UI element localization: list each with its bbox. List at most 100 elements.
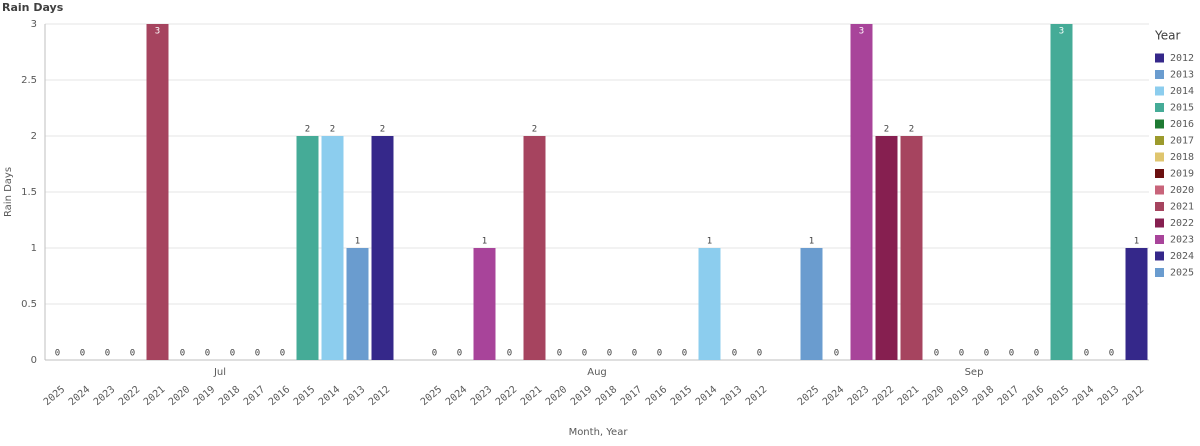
value-label: 1: [355, 237, 360, 247]
x-tick-label: 2021: [519, 384, 545, 408]
value-label: 0: [432, 349, 437, 359]
legend-swatch: [1155, 169, 1164, 178]
y-tick-label: 1.5: [21, 187, 37, 198]
legend-swatch: [1155, 119, 1164, 129]
legend-label: 2016: [1170, 119, 1194, 130]
value-label: 3: [155, 27, 160, 37]
legend-label: 2023: [1170, 235, 1194, 246]
x-tick-label: 2022: [871, 384, 897, 408]
legend-swatch: [1155, 235, 1164, 244]
y-tick-label: 3: [31, 19, 37, 30]
legend-label: 2019: [1170, 169, 1194, 180]
value-label: 0: [1009, 349, 1014, 359]
x-tick-label: 2017: [996, 384, 1022, 408]
x-tick-label: 2012: [1121, 384, 1147, 408]
y-tick-label: 0: [31, 355, 37, 366]
legend-label: 2014: [1170, 86, 1194, 97]
legend-swatch: [1155, 251, 1164, 261]
bar: [850, 24, 873, 360]
value-label: 0: [632, 349, 637, 359]
bar: [346, 248, 369, 360]
value-label: 0: [582, 349, 587, 359]
x-tick-label: 2020: [544, 384, 570, 408]
x-tick-label: 2022: [494, 384, 520, 408]
x-tick-label: 2018: [594, 384, 620, 408]
legend-swatch: [1155, 268, 1164, 277]
legend-swatch: [1155, 103, 1164, 112]
x-tick-label: 2019: [569, 384, 595, 408]
value-label: 0: [557, 349, 562, 359]
value-label: 2: [330, 125, 335, 135]
x-tick-label: 2022: [117, 384, 143, 408]
value-label: 3: [859, 27, 864, 37]
x-tick-label: 2021: [142, 384, 168, 408]
legend-label: 2022: [1170, 218, 1194, 229]
x-tick-label: 2023: [846, 384, 872, 408]
bar: [146, 24, 169, 360]
value-label: 0: [757, 349, 762, 359]
value-label: 2: [305, 125, 310, 135]
bar: [698, 248, 721, 360]
x-tick-label: 2014: [1071, 384, 1097, 408]
x-tick-label: 2020: [921, 384, 947, 408]
x-tick-label: 2023: [469, 384, 495, 408]
y-tick-label: 2.5: [21, 75, 37, 86]
legend-swatch: [1155, 53, 1164, 63]
value-label: 0: [105, 349, 110, 359]
x-axis-title: Month, Year: [569, 427, 629, 438]
x-tick-label: 2025: [796, 384, 822, 408]
value-label: 0: [934, 349, 939, 359]
y-axis-title: Rain Days: [3, 167, 14, 217]
x-tick-label: 2014: [317, 384, 343, 408]
x-tick-label: 2012: [744, 384, 770, 408]
value-label: 0: [834, 349, 839, 359]
value-label: 3: [1059, 27, 1064, 37]
legend-swatch: [1155, 185, 1164, 195]
x-tick-label: 2016: [267, 384, 293, 408]
legend-swatch: [1155, 218, 1164, 228]
legend-label: 2024: [1170, 251, 1194, 262]
bar: [1050, 24, 1073, 360]
bar: [473, 248, 496, 360]
x-tick-label: 2024: [444, 384, 470, 408]
bar: [900, 136, 923, 360]
y-tick-label: 2: [31, 131, 37, 142]
x-tick-label: 2012: [367, 384, 393, 408]
legend-label: 2018: [1170, 152, 1194, 163]
value-label: 0: [507, 349, 512, 359]
x-tick-label: 2013: [342, 384, 368, 408]
legend-title: Year: [1154, 29, 1180, 43]
value-label: 2: [380, 125, 385, 135]
value-label: 2: [909, 125, 914, 135]
legend-label: 2012: [1170, 53, 1194, 64]
legend-label: 2021: [1170, 202, 1194, 213]
legend-swatch: [1155, 86, 1164, 96]
month-label: Aug: [587, 367, 607, 378]
legend-label: 2020: [1170, 185, 1194, 196]
value-label: 0: [657, 349, 662, 359]
value-label: 0: [230, 349, 235, 359]
x-tick-label: 2020: [167, 384, 193, 408]
x-tick-label: 2013: [719, 384, 745, 408]
legend-swatch: [1155, 152, 1164, 162]
x-tick-label: 2024: [821, 384, 847, 408]
value-label: 1: [482, 237, 487, 247]
bar: [800, 248, 823, 360]
bar: [1125, 248, 1148, 360]
value-label: 0: [205, 349, 210, 359]
value-label: 0: [959, 349, 964, 359]
x-tick-label: 2021: [896, 384, 922, 408]
bar: [321, 136, 344, 360]
x-tick-label: 2017: [619, 384, 645, 408]
value-label: 0: [984, 349, 989, 359]
value-label: 2: [532, 125, 537, 135]
value-label: 0: [732, 349, 737, 359]
x-tick-label: 2018: [217, 384, 243, 408]
value-label: 1: [707, 237, 712, 247]
x-tick-label: 2024: [67, 384, 93, 408]
legend-label: 2025: [1170, 268, 1194, 279]
value-label: 0: [80, 349, 85, 359]
x-tick-label: 2015: [669, 384, 695, 408]
value-label: 0: [1034, 349, 1039, 359]
